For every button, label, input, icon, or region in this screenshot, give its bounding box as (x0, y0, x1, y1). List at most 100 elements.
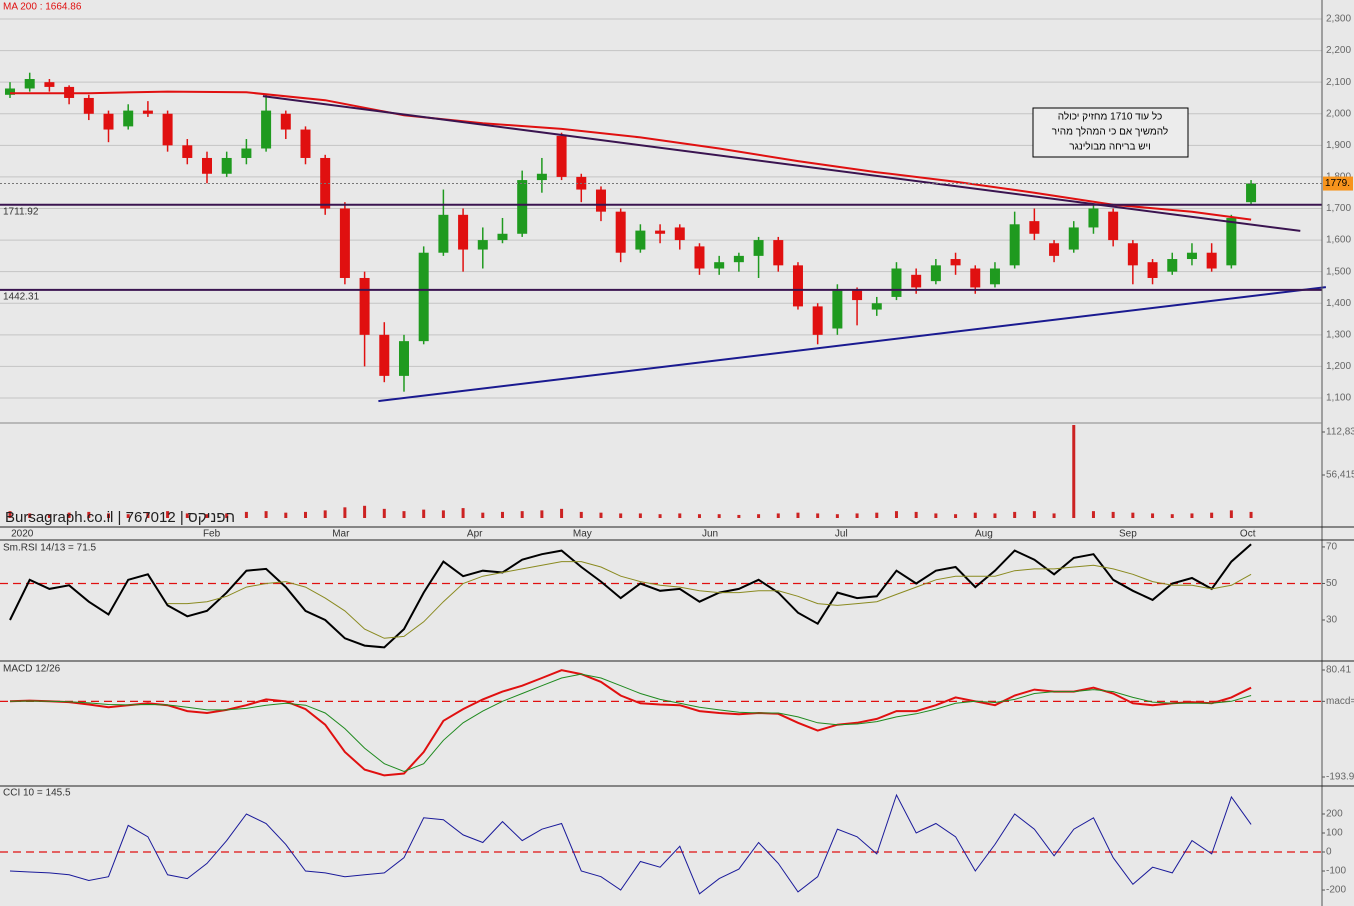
x-tick-label: Jul (835, 529, 848, 540)
volume-bar (1131, 512, 1135, 518)
x-tick-label: Sep (1119, 529, 1137, 540)
y-tick-label: -193.96 (1326, 772, 1354, 783)
candle-body (517, 180, 528, 234)
candle-body (694, 246, 705, 269)
volume-bar (1052, 513, 1056, 518)
volume-bar (835, 514, 839, 518)
candle-body (733, 255, 744, 263)
volume-bar (343, 507, 347, 518)
volume-bar (323, 510, 327, 518)
candle-body (1009, 224, 1020, 266)
volume-bar (303, 511, 307, 518)
volume-bar (363, 505, 367, 518)
candle-body (359, 277, 370, 335)
y-tick-label: 2,100 (1326, 77, 1351, 88)
candle-body (339, 208, 350, 278)
y-tick-label: 80.41 (1326, 665, 1351, 676)
candle-body (103, 113, 114, 130)
candle-body (792, 265, 803, 307)
candle-body (1068, 227, 1079, 250)
volume-bar (185, 513, 189, 518)
volume-bar (638, 513, 642, 518)
volume-bar (126, 514, 130, 518)
candle-body (162, 113, 173, 146)
candle-body (832, 290, 843, 329)
x-tick-label: Oct (1240, 529, 1256, 540)
volume-bar (107, 513, 111, 518)
volume-bar (894, 511, 898, 518)
y-tick-label: -100 (1326, 866, 1346, 877)
candle-body (241, 148, 252, 158)
volume-bar (934, 513, 938, 518)
annotation-text: להמשיך אם כי המהלך מהיר (1052, 126, 1168, 138)
candle-body (714, 262, 725, 269)
indicator-line (9, 543, 1252, 649)
volume-bar (954, 514, 958, 518)
candle-body (300, 129, 311, 158)
y-tick-label: 0 (1326, 847, 1332, 858)
candle-body (970, 268, 981, 288)
candle-body (182, 145, 193, 158)
volume-bar (146, 512, 150, 518)
y-tick-label: 100 (1326, 828, 1343, 839)
candle-body (379, 334, 390, 376)
candle-body (438, 214, 449, 253)
moving-average (10, 90, 1252, 221)
annotation-box (1032, 107, 1189, 158)
candle-body (871, 303, 882, 310)
annotation-text: כל עוד 1710 מחזיק יכולה (1058, 111, 1163, 123)
candle-body (674, 227, 685, 241)
candle-body (1088, 208, 1099, 228)
last-price-label: 1779. (1325, 178, 1350, 189)
volume-bar (619, 513, 623, 518)
candle-body (398, 341, 409, 376)
indicator-line (167, 561, 1252, 639)
volume-bar (1111, 511, 1115, 518)
volume-bar (717, 514, 721, 518)
x-tick-label: Mar (332, 529, 350, 540)
candle-body (950, 259, 961, 266)
candle-body (418, 252, 429, 342)
volume-bar (678, 513, 682, 518)
y-tick-label: 1,200 (1326, 361, 1351, 372)
indicator-line (9, 673, 1252, 773)
volume-bar (1170, 514, 1174, 518)
y-tick-label: 1,300 (1326, 329, 1351, 340)
candle-body (24, 79, 35, 89)
candle-body (615, 211, 626, 253)
level-label: 1442.31 (3, 292, 40, 303)
volume-bar (28, 513, 32, 518)
y-tick-label: 112,830 (1326, 427, 1354, 438)
candle-body (83, 97, 94, 114)
x-tick-label: Aug (975, 529, 993, 540)
volume-bar (87, 511, 91, 518)
candle-body (261, 110, 272, 149)
y-tick-label: 56,415 (1326, 470, 1354, 481)
y-tick-label: 70 (1326, 542, 1338, 553)
candle-body (5, 88, 16, 95)
trend-line (378, 286, 1327, 403)
y-tick-label: 1,400 (1326, 298, 1351, 309)
volume-bar (1151, 513, 1155, 518)
volume-bar (500, 511, 504, 518)
y-tick-label: 200 (1326, 809, 1343, 820)
volume-bar (1249, 511, 1253, 518)
volume-bar (855, 513, 859, 518)
volume-bar (481, 512, 485, 518)
volume-bar (1210, 512, 1214, 518)
candle-body (142, 110, 153, 114)
volume-bar (1091, 511, 1095, 518)
x-tick-label: May (573, 529, 592, 540)
candle-body (556, 135, 567, 177)
x-tick-label: Jun (702, 529, 718, 540)
volume-bar (1190, 513, 1194, 518)
ma-label: MA 200 : 1664.86 (3, 2, 82, 13)
y-tick-label: 2,000 (1326, 108, 1351, 119)
x-tick-label: Feb (203, 529, 221, 540)
annotation-text: ויש בריחה מבולינגר (1069, 141, 1151, 153)
volume-bar (244, 511, 248, 518)
y-tick-label: 1,100 (1326, 393, 1351, 404)
volume-bar (816, 513, 820, 518)
candle-body (1186, 252, 1197, 260)
